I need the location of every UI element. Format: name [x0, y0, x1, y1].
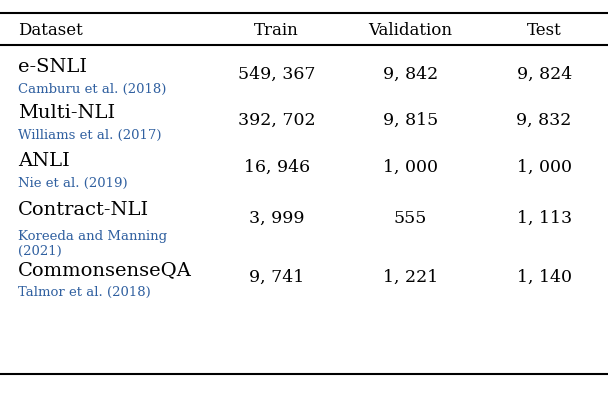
Text: Koreeda and Manning
(2021): Koreeda and Manning (2021)	[18, 229, 167, 257]
Text: 9, 741: 9, 741	[249, 268, 304, 285]
Text: 9, 842: 9, 842	[383, 65, 438, 82]
Text: Multi-NLI: Multi-NLI	[18, 104, 116, 122]
Text: Test: Test	[527, 22, 562, 38]
Text: 16, 946: 16, 946	[244, 159, 309, 176]
Text: Validation: Validation	[368, 22, 452, 38]
Text: e-SNLI: e-SNLI	[18, 58, 87, 76]
Text: Train: Train	[254, 22, 299, 38]
Text: 9, 832: 9, 832	[516, 112, 572, 129]
Text: Williams et al. (2017): Williams et al. (2017)	[18, 129, 162, 142]
Text: Contract-NLI: Contract-NLI	[18, 200, 150, 218]
Text: 549, 367: 549, 367	[238, 65, 316, 82]
Text: 1, 113: 1, 113	[517, 210, 572, 227]
Text: Talmor et al. (2018): Talmor et al. (2018)	[18, 286, 151, 298]
Text: 1, 000: 1, 000	[383, 159, 438, 176]
Text: 555: 555	[394, 210, 427, 227]
Text: 1, 221: 1, 221	[383, 268, 438, 285]
Text: 1, 000: 1, 000	[517, 159, 572, 176]
Text: 1, 140: 1, 140	[517, 268, 572, 285]
Text: Camburu et al. (2018): Camburu et al. (2018)	[18, 83, 167, 96]
Text: 3, 999: 3, 999	[249, 210, 305, 227]
Text: 9, 824: 9, 824	[517, 65, 572, 82]
Text: Nie et al. (2019): Nie et al. (2019)	[18, 176, 128, 189]
Text: Dataset: Dataset	[18, 22, 83, 38]
Text: ANLI: ANLI	[18, 152, 70, 169]
Text: 9, 815: 9, 815	[383, 112, 438, 129]
Text: CommonsenseQA: CommonsenseQA	[18, 261, 192, 278]
Text: 392, 702: 392, 702	[238, 112, 316, 129]
